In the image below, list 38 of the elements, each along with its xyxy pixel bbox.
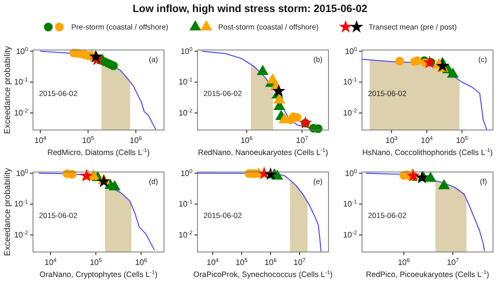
x-tick-label: 10$^{6}$ [135, 258, 148, 267]
y-tick-label: 10$^{0}$ [344, 168, 357, 178]
x-tick-label: 10$^{5}$ [456, 136, 468, 145]
x-tick-label: 10$^{5}$ [82, 136, 94, 145]
y-tick-label: 10$^{0}$ [180, 46, 192, 56]
x-tick-label: 10$^{4}$ [44, 258, 57, 267]
y-tick-label: 10$^{-1}$ [14, 200, 28, 209]
x-tick-label: 10$^{7}$ [296, 136, 308, 145]
y-tick-label: 10$^{0}$ [16, 46, 28, 56]
y-tick-label: 10$^{0}$ [180, 168, 192, 178]
x-tick-label: 10$^{3}$ [386, 136, 398, 145]
y-tick-label: 10$^{0}$ [16, 168, 28, 178]
y-tick-label: 10$^{-2}$ [14, 108, 28, 118]
x-tick-label: 10$^{7}$ [446, 258, 459, 267]
x-tick-label: 10$^{6}$ [264, 258, 277, 267]
y-axis-title: Exceedance probability [2, 167, 12, 256]
y-tick-label: 10$^{-1}$ [343, 78, 357, 87]
x-tick-label: 10$^{4}$ [206, 258, 219, 267]
x-tick-label: 10$^{5}$ [90, 258, 102, 267]
y-tick-label: 10$^{-2}$ [343, 108, 357, 118]
text: Low inflow, high wind stress storm: 2015-06-02 [132, 3, 368, 15]
y-tick-label: 10$^{-2}$ [178, 108, 192, 118]
y-tick-label: 10$^{-2}$ [14, 230, 28, 240]
y-tick-label: 10$^{-1}$ [178, 200, 192, 209]
y-tick-label: 10$^{-2}$ [343, 230, 357, 240]
y-axis-title: Exceedance probability [2, 45, 12, 134]
y-tick-label: 10$^{-1}$ [343, 200, 357, 209]
y-tick-label: 10$^{-1}$ [178, 78, 192, 87]
x-tick-label: 10$^{4}$ [420, 136, 433, 145]
y-tick-label: 10$^{-1}$ [14, 78, 28, 87]
x-tick-label: 10$^{6}$ [398, 258, 410, 267]
x-tick-label: 10$^{6}$ [240, 136, 253, 145]
x-tick-label: 10$^{6}$ [130, 136, 142, 145]
x-tick-label: 10$^{5}$ [236, 258, 248, 267]
x-tick-label: 10$^{4}$ [34, 136, 46, 145]
y-tick-label: 10$^{0}$ [344, 46, 357, 56]
x-tick-label: 10$^{7}$ [294, 258, 306, 267]
y-tick-label: 10$^{-2}$ [178, 230, 192, 240]
